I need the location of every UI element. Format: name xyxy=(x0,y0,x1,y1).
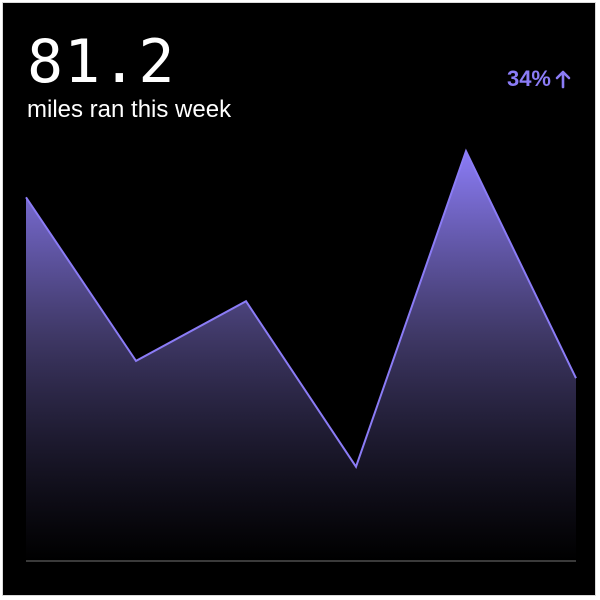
area-chart xyxy=(25,148,577,562)
miles-caption: miles ran this week xyxy=(27,96,232,123)
up-arrow-icon xyxy=(555,70,571,89)
change-badge: 34% xyxy=(507,65,571,93)
area-fill xyxy=(26,151,576,561)
miles-total-value: 81.2 xyxy=(27,27,176,97)
series-line xyxy=(25,148,577,469)
change-percent: 34% xyxy=(506,66,551,91)
